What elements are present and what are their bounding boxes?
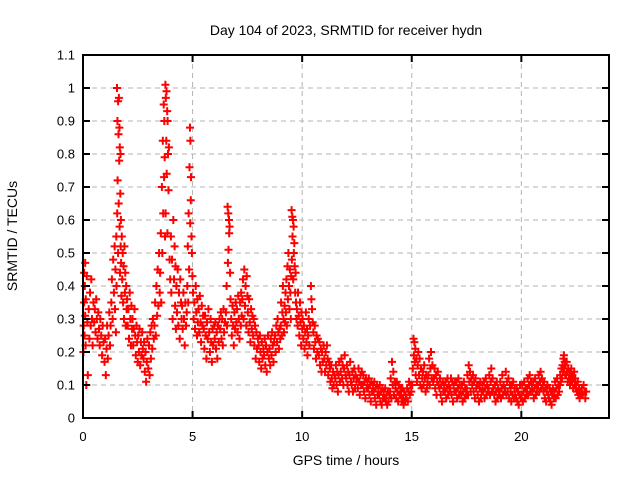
y-tick-label: 0.5 [57,246,75,261]
y-tick-label: 0.2 [57,345,75,360]
x-tick-label: 10 [295,429,309,444]
y-tick-label: 0 [68,411,75,426]
gridlines [83,55,609,418]
x-axis-label: GPS time / hours [293,452,400,468]
chart-title: Day 104 of 2023, SRMTID for receiver hyd… [210,22,482,38]
x-tick-label: 0 [79,429,86,444]
x-tick-label: 20 [514,429,528,444]
y-tick-label: 0.4 [57,279,75,294]
y-tick-label: 0.1 [57,378,75,393]
y-tick-label: 0.8 [57,147,75,162]
y-tick-label: 0.3 [57,312,75,327]
y-tick-label: 1.1 [57,48,75,63]
tick-labels: 0 5 10 15 20 0 0.1 0.2 0.3 0.4 0.5 0.6 0.7 0.8 0.9 1 1.1 [57,48,529,445]
y-tick-label: 0.9 [57,114,75,129]
plot-frame [82,54,610,419]
x-tick-label: 15 [405,429,419,444]
y-tick-label: 0.7 [57,180,75,195]
axis-ticks [82,54,609,419]
x-tick-label: 5 [189,429,196,444]
y-tick-label: 0.6 [57,213,75,228]
y-tick-label: 1 [68,81,75,96]
y-axis-label: SRMTID / TECUs [4,181,20,291]
